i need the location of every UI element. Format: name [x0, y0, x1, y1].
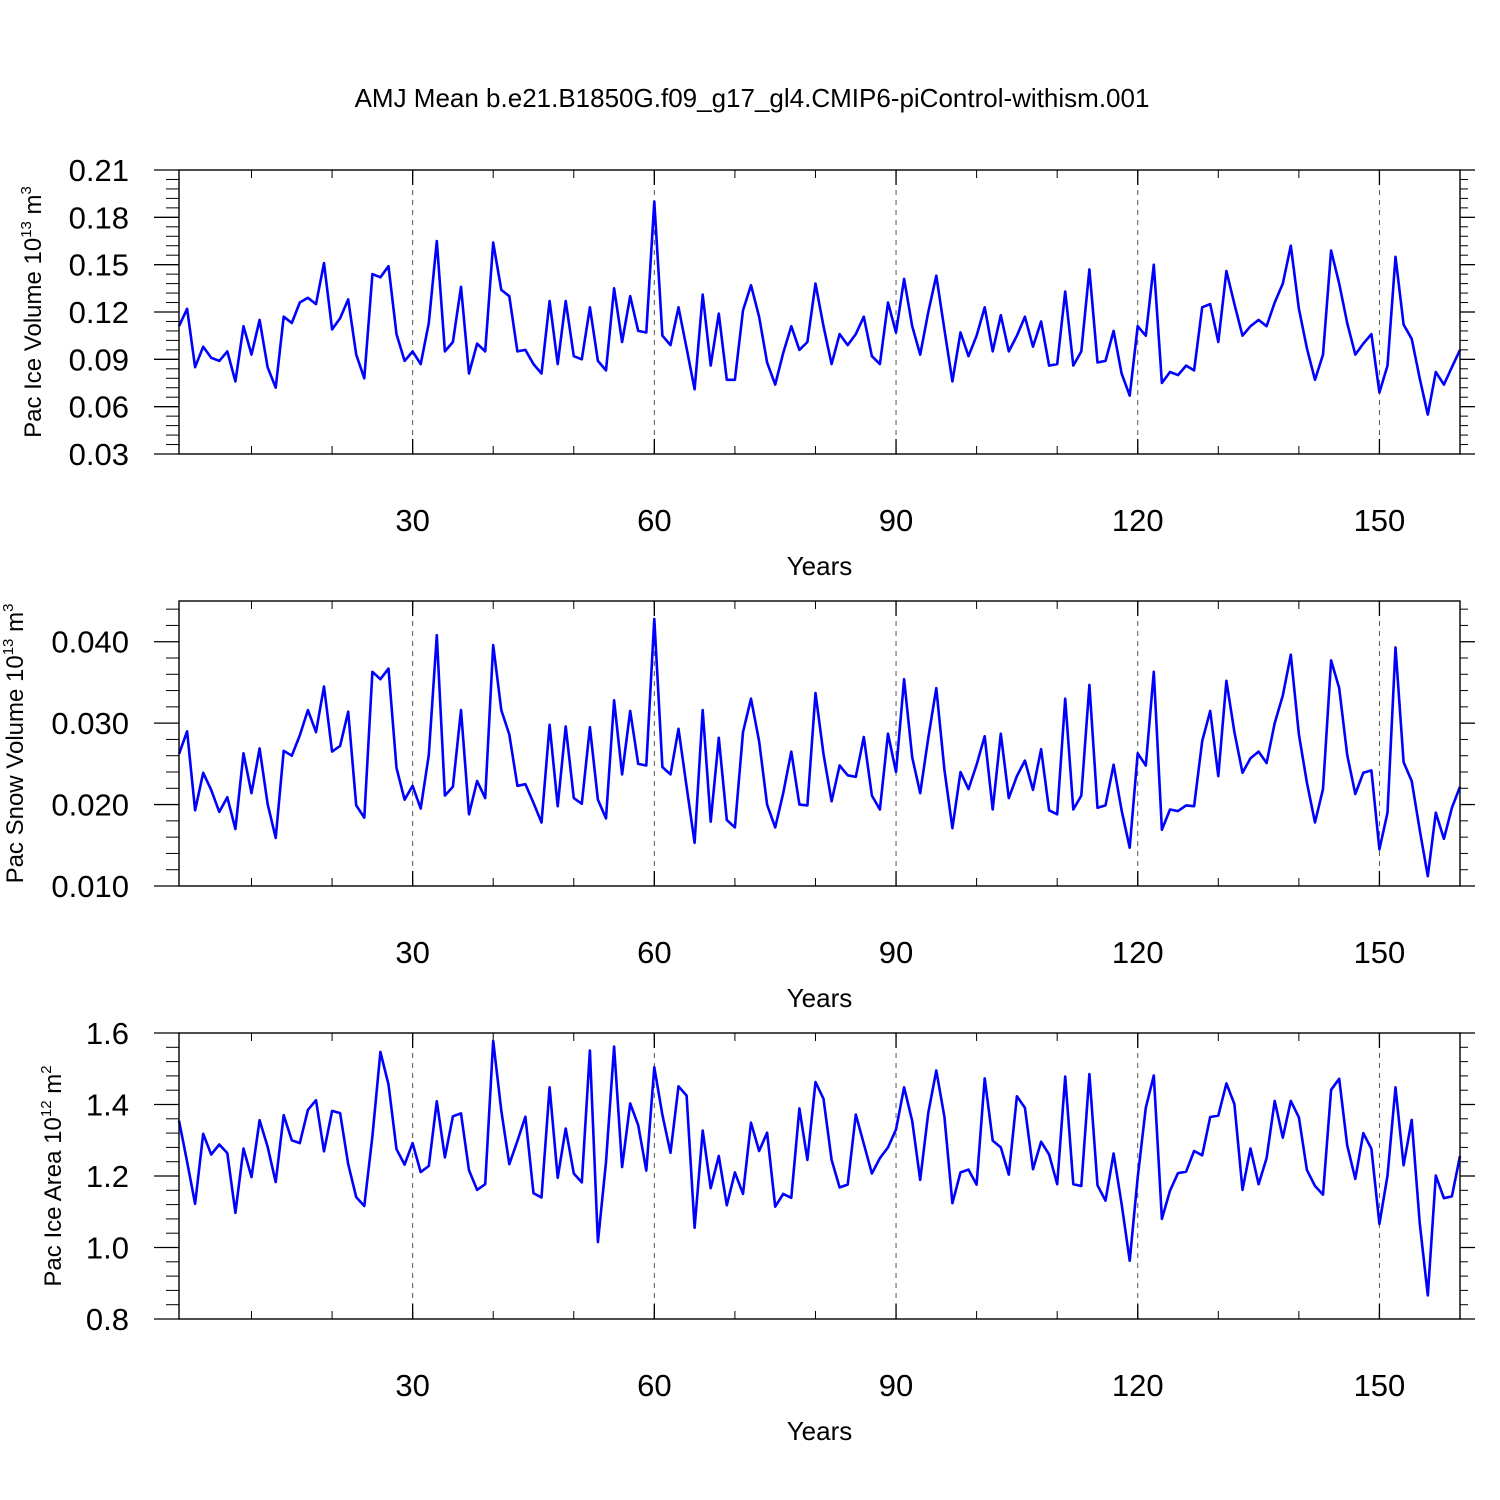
y-axis-label-part: m [20, 194, 47, 221]
chart-panel-1: 30 60 90 120 150 0.03 0.06 0.09 0.12 0.15 0.18 0.21… [18, 153, 1475, 581]
y-tick-label: 0.030 [51, 706, 129, 741]
y-tick-label: 0.040 [51, 625, 129, 660]
figure-title: AMJ Mean b.e21.B1850G.f09_g17_gl4.CMIP6-… [355, 83, 1150, 113]
y-tick-label: 0.15 [69, 248, 129, 283]
y-axis-label-superscript: 12 [38, 1100, 55, 1117]
plot-frame [178, 1032, 1461, 1320]
y-tick-label: 0.09 [69, 342, 129, 377]
y-axis-label-superscript: 3 [0, 604, 17, 612]
y-tick-label: 0.020 [51, 788, 129, 823]
y-axis-label-part: Pac Ice Area 10 [40, 1117, 67, 1286]
chart-panel-3: 30 60 90 120 150 0.8 1.0 1.2 1.4 1.6 Years Pac Ice … [38, 1016, 1475, 1446]
plot-frame [178, 169, 1461, 455]
y-tick-label: 0.8 [86, 1302, 129, 1337]
x-tick-label: 60 [637, 1368, 671, 1403]
data-series-line [177, 200, 1462, 416]
y-axis-label-part: m [40, 1074, 67, 1101]
x-axis-label: Years [787, 1416, 853, 1446]
x-tick-label: 150 [1354, 503, 1406, 538]
x-tick-label: 120 [1112, 503, 1164, 538]
y-tick-label: 0.06 [69, 390, 129, 425]
x-tick-label: 150 [1354, 935, 1406, 970]
y-tick-label: 0.010 [51, 869, 129, 904]
y-tick-label: 1.2 [86, 1159, 129, 1194]
y-axis-label-part: Pac Ice Volume 10 [20, 238, 47, 438]
y-tick-label: 1.0 [86, 1231, 129, 1266]
x-tick-label: 120 [1112, 935, 1164, 970]
x-tick-label: 150 [1354, 1368, 1406, 1403]
x-axis-label: Years [787, 983, 853, 1013]
x-tick-label: 60 [637, 935, 671, 970]
x-tick-label: 90 [879, 935, 913, 970]
y-tick-label: 0.18 [69, 200, 129, 235]
y-tick-label: 0.21 [69, 153, 129, 188]
x-tick-label: 30 [395, 1368, 429, 1403]
chart-panel-2: 30 60 90 120 150 0.010 0.020 0.030 0.040 Years Pac… [0, 600, 1475, 1013]
x-tick-label: 60 [637, 503, 671, 538]
y-tick-label: 0.12 [69, 295, 129, 330]
plot-frame [178, 600, 1461, 887]
y-axis-label-superscript: 13 [0, 639, 17, 656]
data-series-line [177, 1039, 1462, 1297]
y-axis-label-superscript: 13 [18, 221, 35, 238]
y-axis-label-superscript: 3 [18, 186, 35, 194]
x-tick-label: 120 [1112, 1368, 1164, 1403]
y-tick-label: 1.6 [86, 1016, 129, 1051]
y-axis-label: Pac Ice Volume 1013 m3 [18, 186, 47, 438]
x-tick-label: 90 [879, 1368, 913, 1403]
y-axis-label-superscript: 2 [38, 1065, 55, 1073]
x-tick-label: 30 [395, 935, 429, 970]
y-axis-label: Pac Ice Area 1012 m2 [38, 1065, 67, 1286]
y-axis-label-part: Pac Snow Volume 10 [2, 655, 29, 883]
x-tick-label: 30 [395, 503, 429, 538]
y-tick-label: 1.4 [86, 1088, 129, 1123]
data-series-line [177, 617, 1462, 878]
y-tick-label: 0.03 [69, 437, 129, 472]
y-axis-label-part: m [2, 612, 29, 639]
x-axis-label: Years [787, 551, 853, 581]
y-axis-label: Pac Snow Volume 1013 m3 [0, 604, 29, 884]
x-tick-label: 90 [879, 503, 913, 538]
